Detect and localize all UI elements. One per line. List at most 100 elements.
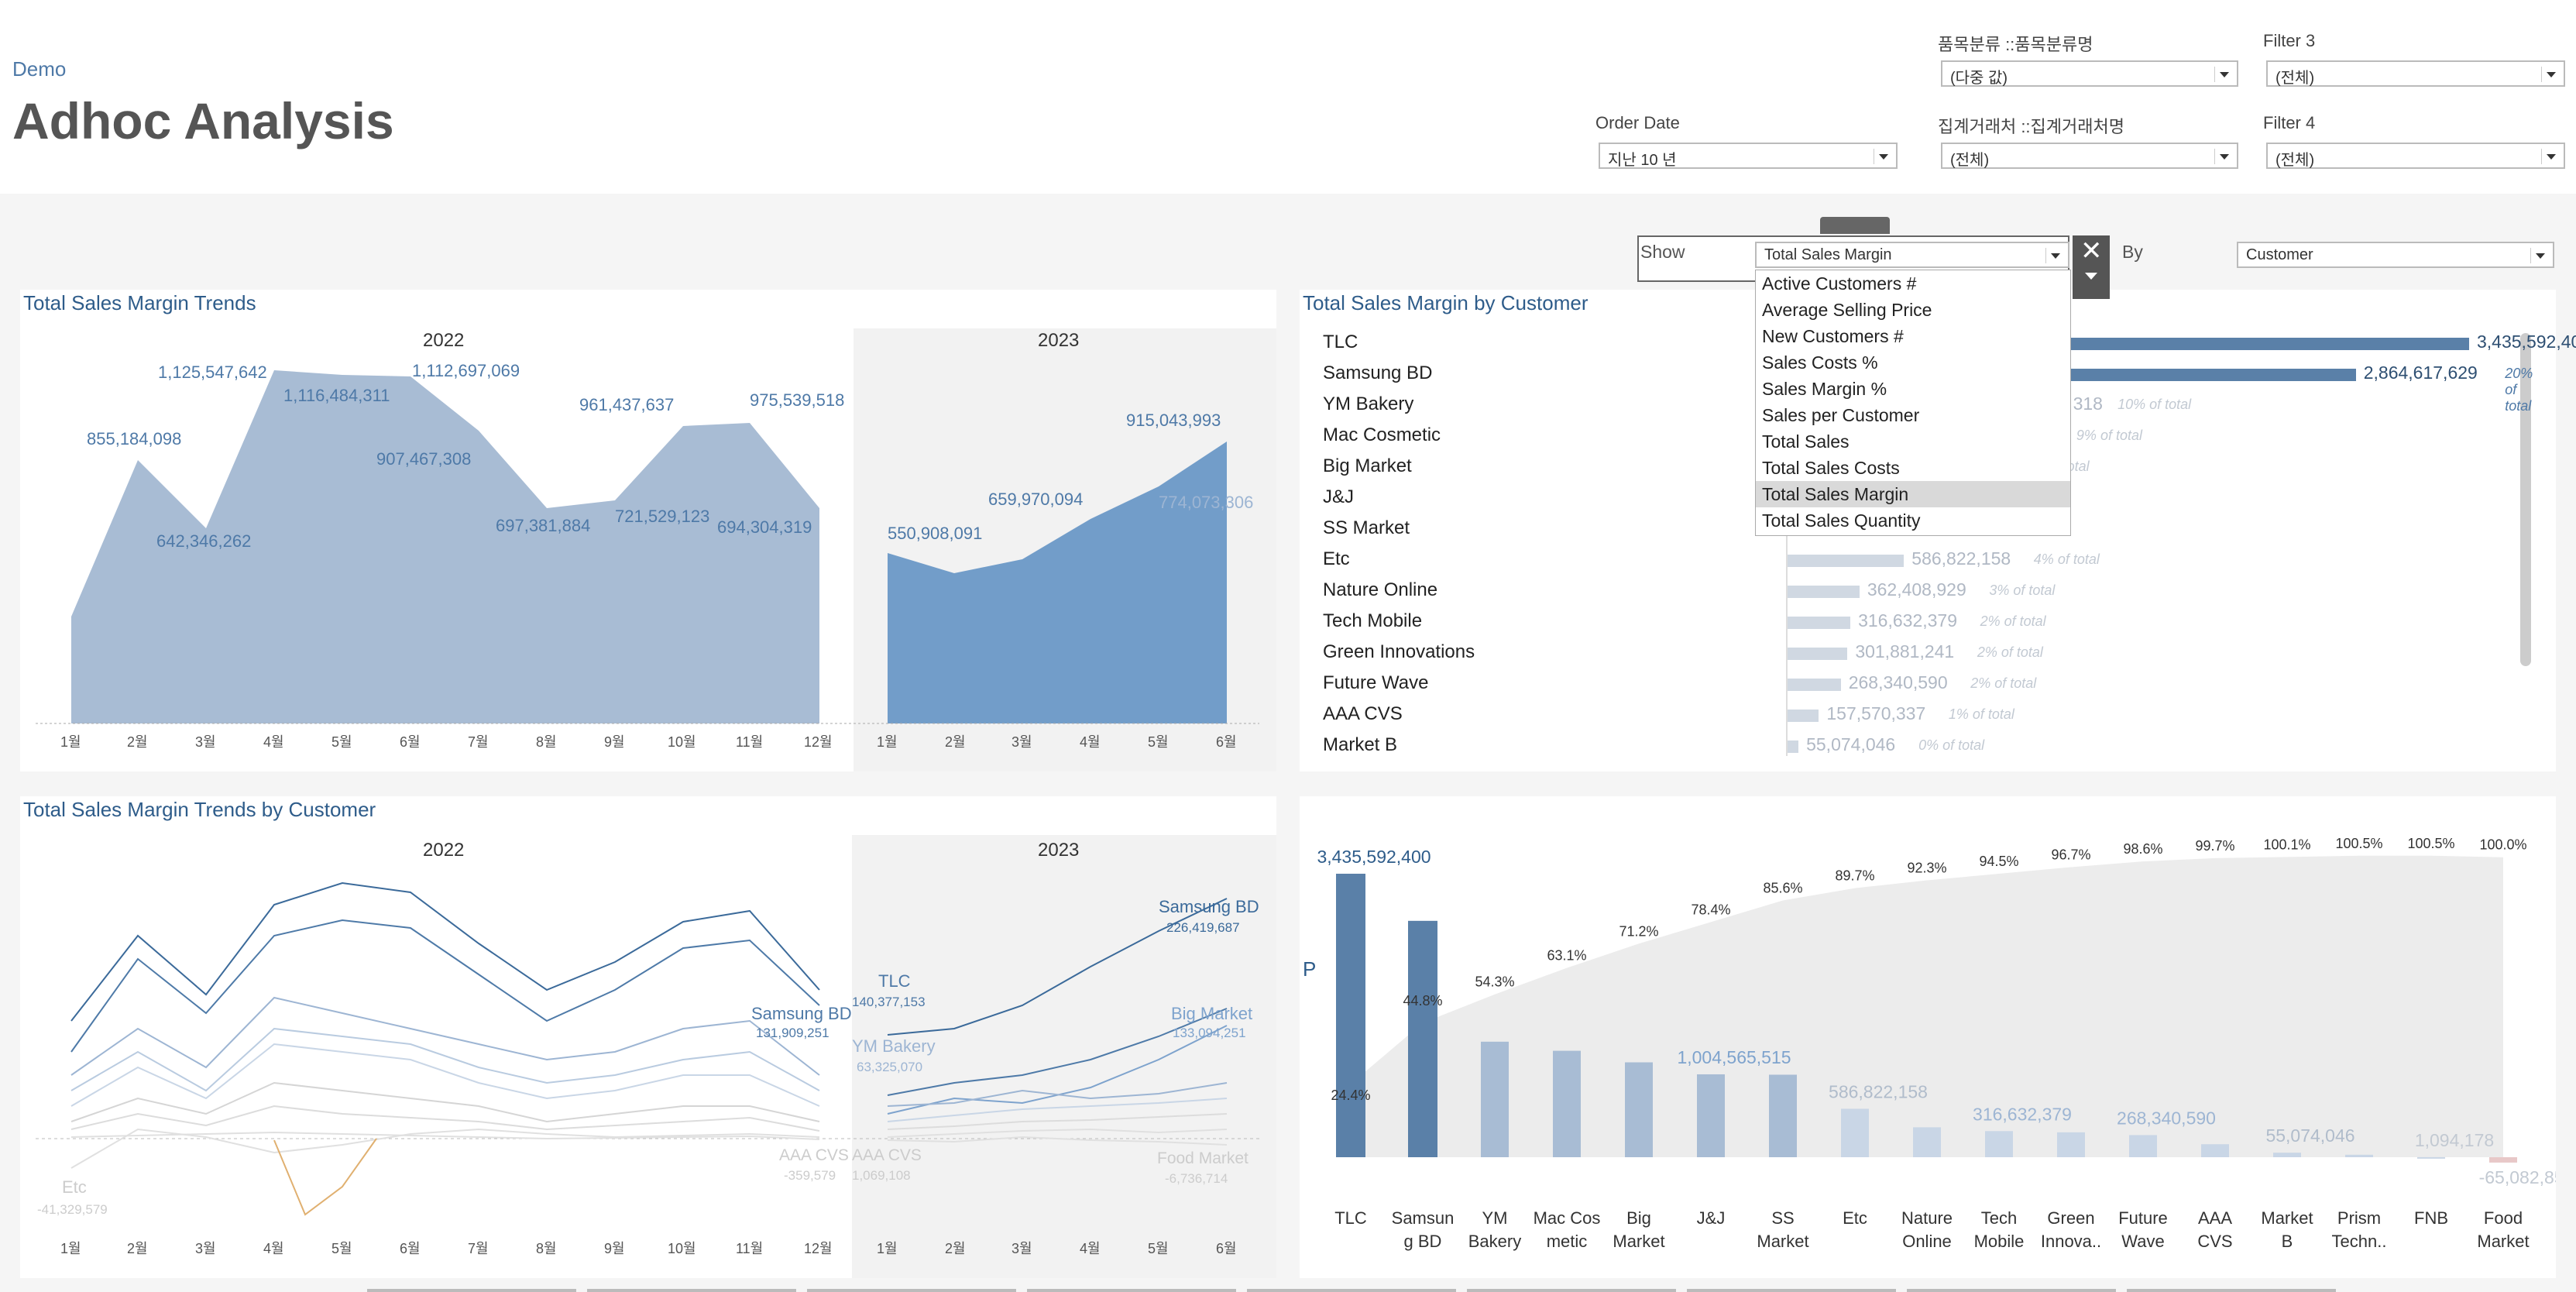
customer-bar[interactable] xyxy=(1788,586,1860,598)
bottom-tab[interactable] xyxy=(1687,1289,1896,1292)
x-category-label: Market xyxy=(2261,1208,2313,1228)
x-tick: 6월 xyxy=(1216,734,1237,750)
dropdown-option[interactable]: Sales Margin % xyxy=(1762,379,1887,399)
dropdown-option[interactable]: Total Sales Costs xyxy=(1762,458,1900,478)
x-tick: 5월 xyxy=(1148,734,1169,750)
area-label: 915,043,993 xyxy=(1126,411,1221,430)
customer-name: Green Innovations xyxy=(1323,641,1475,662)
area-label: 697,381,884 xyxy=(496,516,591,535)
dropdown-option[interactable]: Total Sales Quantity xyxy=(1762,510,1921,531)
customer-value: 157,570,337 xyxy=(1826,703,1926,723)
bottom-tab[interactable] xyxy=(367,1289,576,1292)
agg-customer-label: 집계거래처 ::집계거래처명 xyxy=(1938,117,2124,136)
customer-bar[interactable] xyxy=(1788,555,1905,567)
bottom-tab[interactable] xyxy=(1467,1289,1676,1292)
dropdown-option[interactable]: Active Customers # xyxy=(1762,273,1917,294)
customer-bar[interactable] xyxy=(1788,710,1819,722)
chevron-down-icon xyxy=(2541,149,2559,164)
x-tick: 2월 xyxy=(127,1241,148,1256)
area-label: 659,970,094 xyxy=(988,490,1084,509)
pareto-bar[interactable] xyxy=(1481,1041,1509,1157)
page-title: Adhoc Analysis xyxy=(12,92,394,149)
line-value: 131,909,251 xyxy=(756,1026,829,1040)
customer-bar[interactable] xyxy=(1788,740,1799,753)
pareto-bar[interactable] xyxy=(2345,1154,2373,1157)
pareto-bar[interactable] xyxy=(2273,1153,2301,1157)
drag-handle[interactable] xyxy=(1820,217,1890,234)
pareto-bar[interactable] xyxy=(1913,1127,1941,1157)
agg-customer-value: (전체) xyxy=(1950,152,1990,169)
pareto-panel: P 24.4% TLC 44.8% Samsun g BD 54.3% YM Bakery 63… xyxy=(1300,796,2556,1278)
pareto-bar[interactable] xyxy=(1697,1074,1725,1157)
bottom-tab[interactable] xyxy=(1247,1289,1456,1292)
item-class-select[interactable]: (다중 값) xyxy=(1941,60,2238,87)
close-button[interactable]: ✕ xyxy=(2073,235,2110,299)
bottom-tab[interactable] xyxy=(1907,1289,2116,1292)
pareto-bar[interactable] xyxy=(2129,1135,2157,1157)
customer-row[interactable]: Tech Mobile 316,632,379 2% of total xyxy=(1300,607,2516,637)
pareto-bar[interactable] xyxy=(1625,1062,1653,1157)
filter3-label: Filter 3 xyxy=(2263,31,2316,50)
customer-bar[interactable] xyxy=(1788,679,1841,691)
bottom-tab[interactable] xyxy=(1027,1289,1236,1292)
dropdown-option[interactable]: Total Sales xyxy=(1762,431,1850,452)
customer-value: 268,340,590 xyxy=(1848,672,1948,692)
pareto-bar[interactable] xyxy=(1985,1131,2013,1157)
bar-value-label: 1,094,178 xyxy=(2415,1130,2494,1150)
customer-name: SS Market xyxy=(1323,517,1410,538)
bottom-tab[interactable] xyxy=(2127,1289,2336,1292)
bottom-tab[interactable] xyxy=(807,1289,1016,1292)
show-select[interactable]: Total Sales Margin xyxy=(1755,242,2069,268)
filter4-select[interactable]: (전체) xyxy=(2266,143,2565,169)
chevron-down-icon xyxy=(2214,67,2232,82)
customer-row[interactable]: Green Innovations 301,881,241 2% of total xyxy=(1300,638,2516,668)
pareto-bar[interactable] xyxy=(1336,874,1365,1157)
year-2023-label: 2023 xyxy=(1038,330,1080,351)
dropdown-option[interactable]: Total Sales Margin xyxy=(1756,481,2070,507)
pareto-bar[interactable] xyxy=(2057,1132,2085,1157)
x-tick: 6월 xyxy=(1216,1241,1237,1256)
customer-bar[interactable] xyxy=(1788,648,1848,660)
customer-row[interactable]: Market B 55,074,046 0% of total xyxy=(1300,731,2516,761)
x-icon: ✕ xyxy=(2080,236,2103,266)
by-select[interactable]: Customer xyxy=(2237,242,2554,268)
series-line-other-2023 xyxy=(887,1082,1228,1107)
scrollbar[interactable] xyxy=(2520,333,2531,666)
customer-value: 318 xyxy=(2073,393,2103,414)
x-tick: 5월 xyxy=(331,734,352,750)
line-label: AAA CVS xyxy=(852,1146,922,1164)
agg-customer-select[interactable]: (전체) xyxy=(1941,143,2238,169)
pareto-bar[interactable] xyxy=(1408,920,1437,1157)
dropdown-option[interactable]: Sales per Customer xyxy=(1762,405,1920,425)
cumulative-area xyxy=(1351,855,2503,1157)
pareto-bar[interactable] xyxy=(1841,1108,1869,1157)
bottom-tab[interactable] xyxy=(587,1289,796,1292)
customer-row[interactable]: AAA CVS 157,570,337 1% of total xyxy=(1300,700,2516,730)
dropdown-option[interactable]: Average Selling Price xyxy=(1762,300,1932,320)
customer-row[interactable]: Future Wave 268,340,590 2% of total xyxy=(1300,669,2516,699)
customer-value: 2,864,617,629 xyxy=(2363,363,2478,383)
filter3-select[interactable]: (전체) xyxy=(2266,60,2565,87)
line-value: -6,736,714 xyxy=(1165,1171,1228,1186)
x-category-label: J&J xyxy=(1697,1208,1726,1228)
area-label: 1,116,484,311 xyxy=(283,386,390,405)
customer-bar[interactable] xyxy=(1788,617,1851,629)
series-line-aaa-2023 xyxy=(887,1128,1228,1138)
pareto-bar[interactable] xyxy=(2489,1157,2517,1163)
x-category-label: SS xyxy=(1771,1208,1794,1228)
pareto-bar[interactable] xyxy=(1769,1074,1797,1157)
x-tick: 1월 xyxy=(877,734,898,750)
customer-row[interactable]: Etc 586,822,158 4% of total xyxy=(1300,545,2516,575)
customer-name: Nature Online xyxy=(1323,579,1438,600)
customer-pct: 20% of total xyxy=(2505,366,2533,414)
dropdown-option[interactable]: New Customers # xyxy=(1762,326,1904,346)
order-date-select[interactable]: 지난 10 년 xyxy=(1599,143,1898,169)
pareto-bar[interactable] xyxy=(2201,1144,2229,1157)
customer-pct: 2% of total xyxy=(1977,644,2043,660)
pareto-bar[interactable] xyxy=(2417,1156,2445,1159)
dropdown-option[interactable]: Sales Costs % xyxy=(1762,352,1878,373)
line-label: Big Market xyxy=(1171,1004,1253,1023)
customer-row[interactable]: Nature Online 362,408,929 3% of total xyxy=(1300,576,2516,606)
pareto-bar[interactable] xyxy=(1553,1050,1581,1157)
x-tick: 1월 xyxy=(877,1241,898,1256)
